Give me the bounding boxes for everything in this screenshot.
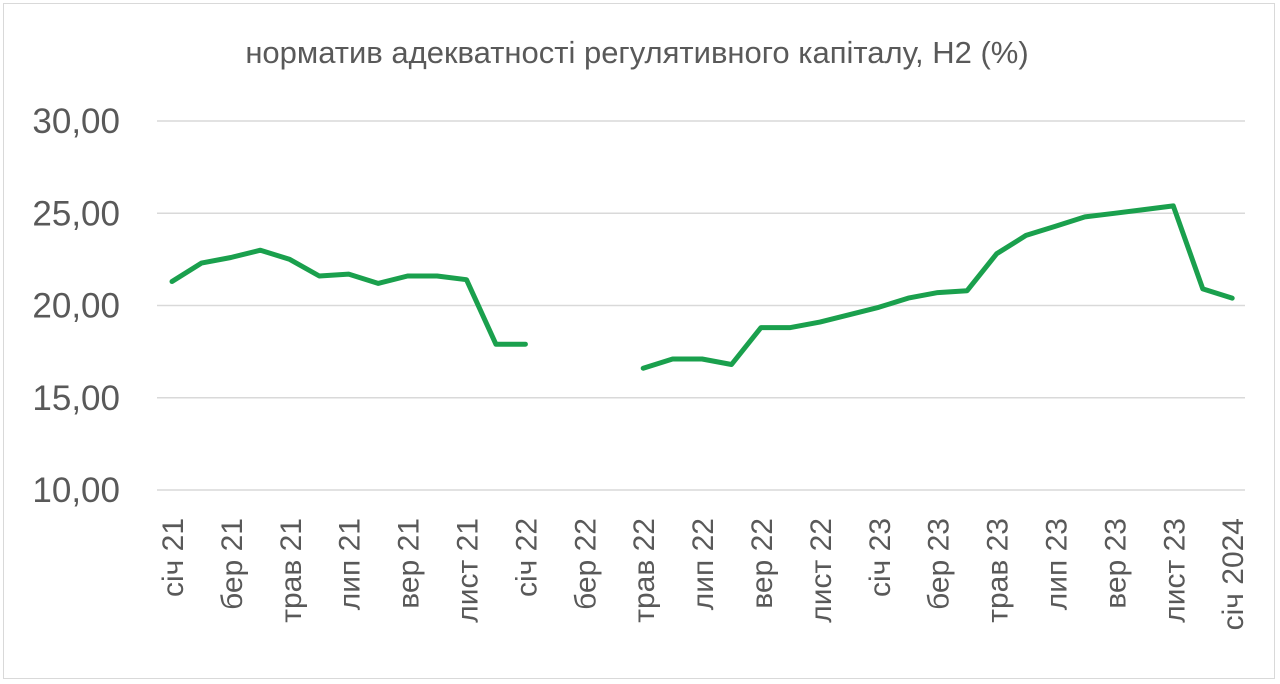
y-tick-label: 25,00: [32, 194, 120, 233]
x-tick-label: бер 22: [569, 518, 602, 610]
y-tick-label: 15,00: [32, 379, 120, 418]
series-line-segment: [169, 247, 528, 347]
x-tick-label: січ 22: [510, 518, 543, 597]
x-tick-label: січ 23: [864, 518, 897, 597]
x-tick-label: бер 21: [216, 518, 249, 610]
series-lines: [169, 203, 1235, 371]
x-tick-label: трав 22: [628, 518, 661, 623]
x-axis-ticks: січ 21 бер 21 трав 21 лип 21 вер 21 лист 21 сі…: [157, 518, 1250, 630]
x-tick-label: трав 21: [275, 518, 308, 623]
x-tick-label: лист 21: [452, 518, 485, 623]
x-tick-label: січ 21: [157, 518, 190, 597]
x-tick-label: вер 22: [746, 518, 779, 609]
x-tick-label: вер 21: [393, 518, 426, 609]
y-tick-label: 20,00: [32, 287, 120, 326]
gridlines: [157, 120, 1245, 491]
y-tick-label: 30,00: [32, 102, 120, 141]
x-tick-label: трав 23: [982, 518, 1015, 623]
x-tick-label: лист 22: [805, 518, 838, 623]
x-tick-label: вер 23: [1099, 518, 1132, 609]
series-line-segment: [640, 203, 1235, 371]
y-axis-ticks: 10,00 15,00 20,00 25,00 30,00: [32, 102, 120, 510]
x-tick-label: січ 2024: [1217, 518, 1250, 630]
x-tick-label: бер 23: [923, 518, 956, 610]
chart-frame: [3, 3, 1275, 679]
x-tick-label: лист 23: [1158, 518, 1191, 623]
x-tick-label: лип 21: [334, 518, 367, 610]
x-tick-label: лип 22: [687, 518, 720, 610]
x-tick-label: лип 23: [1041, 518, 1074, 610]
y-tick-label: 10,00: [32, 471, 120, 510]
chart-title: норматив адекватності регулятивного капі…: [245, 35, 1028, 70]
